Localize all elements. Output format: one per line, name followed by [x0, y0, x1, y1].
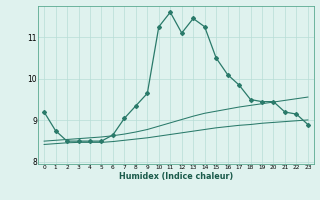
X-axis label: Humidex (Indice chaleur): Humidex (Indice chaleur) [119, 172, 233, 181]
